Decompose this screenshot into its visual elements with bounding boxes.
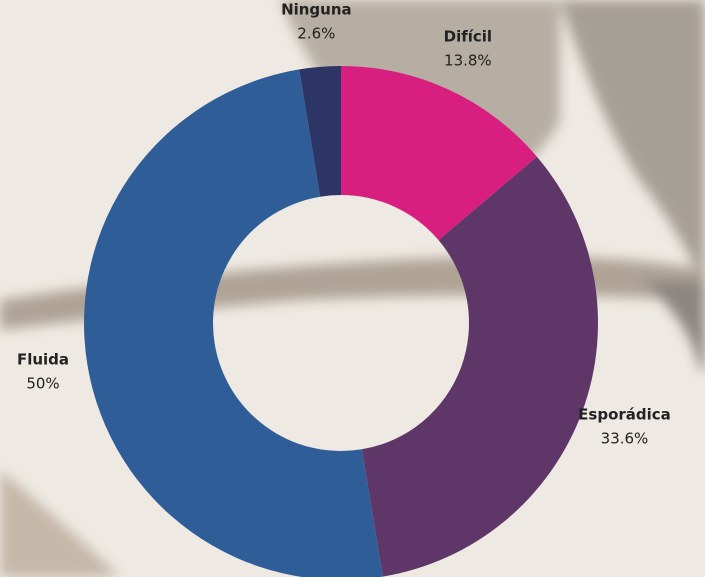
donut-slice bbox=[341, 66, 537, 241]
slice-name: Esporádica bbox=[578, 406, 671, 424]
slice-name: Ninguna bbox=[281, 1, 352, 19]
slice-value-label: 2.6% bbox=[297, 25, 335, 43]
slice-value-label: 50% bbox=[26, 375, 59, 393]
donut-slice bbox=[361, 156, 599, 577]
slice-value-label: 13.8% bbox=[444, 51, 492, 69]
donut-slice bbox=[299, 66, 341, 197]
slice-value-label: 33.6% bbox=[601, 430, 649, 448]
donut-slice bbox=[84, 69, 383, 577]
slice-name: Fluida bbox=[17, 351, 69, 369]
slice-name: Difícil bbox=[444, 27, 492, 45]
